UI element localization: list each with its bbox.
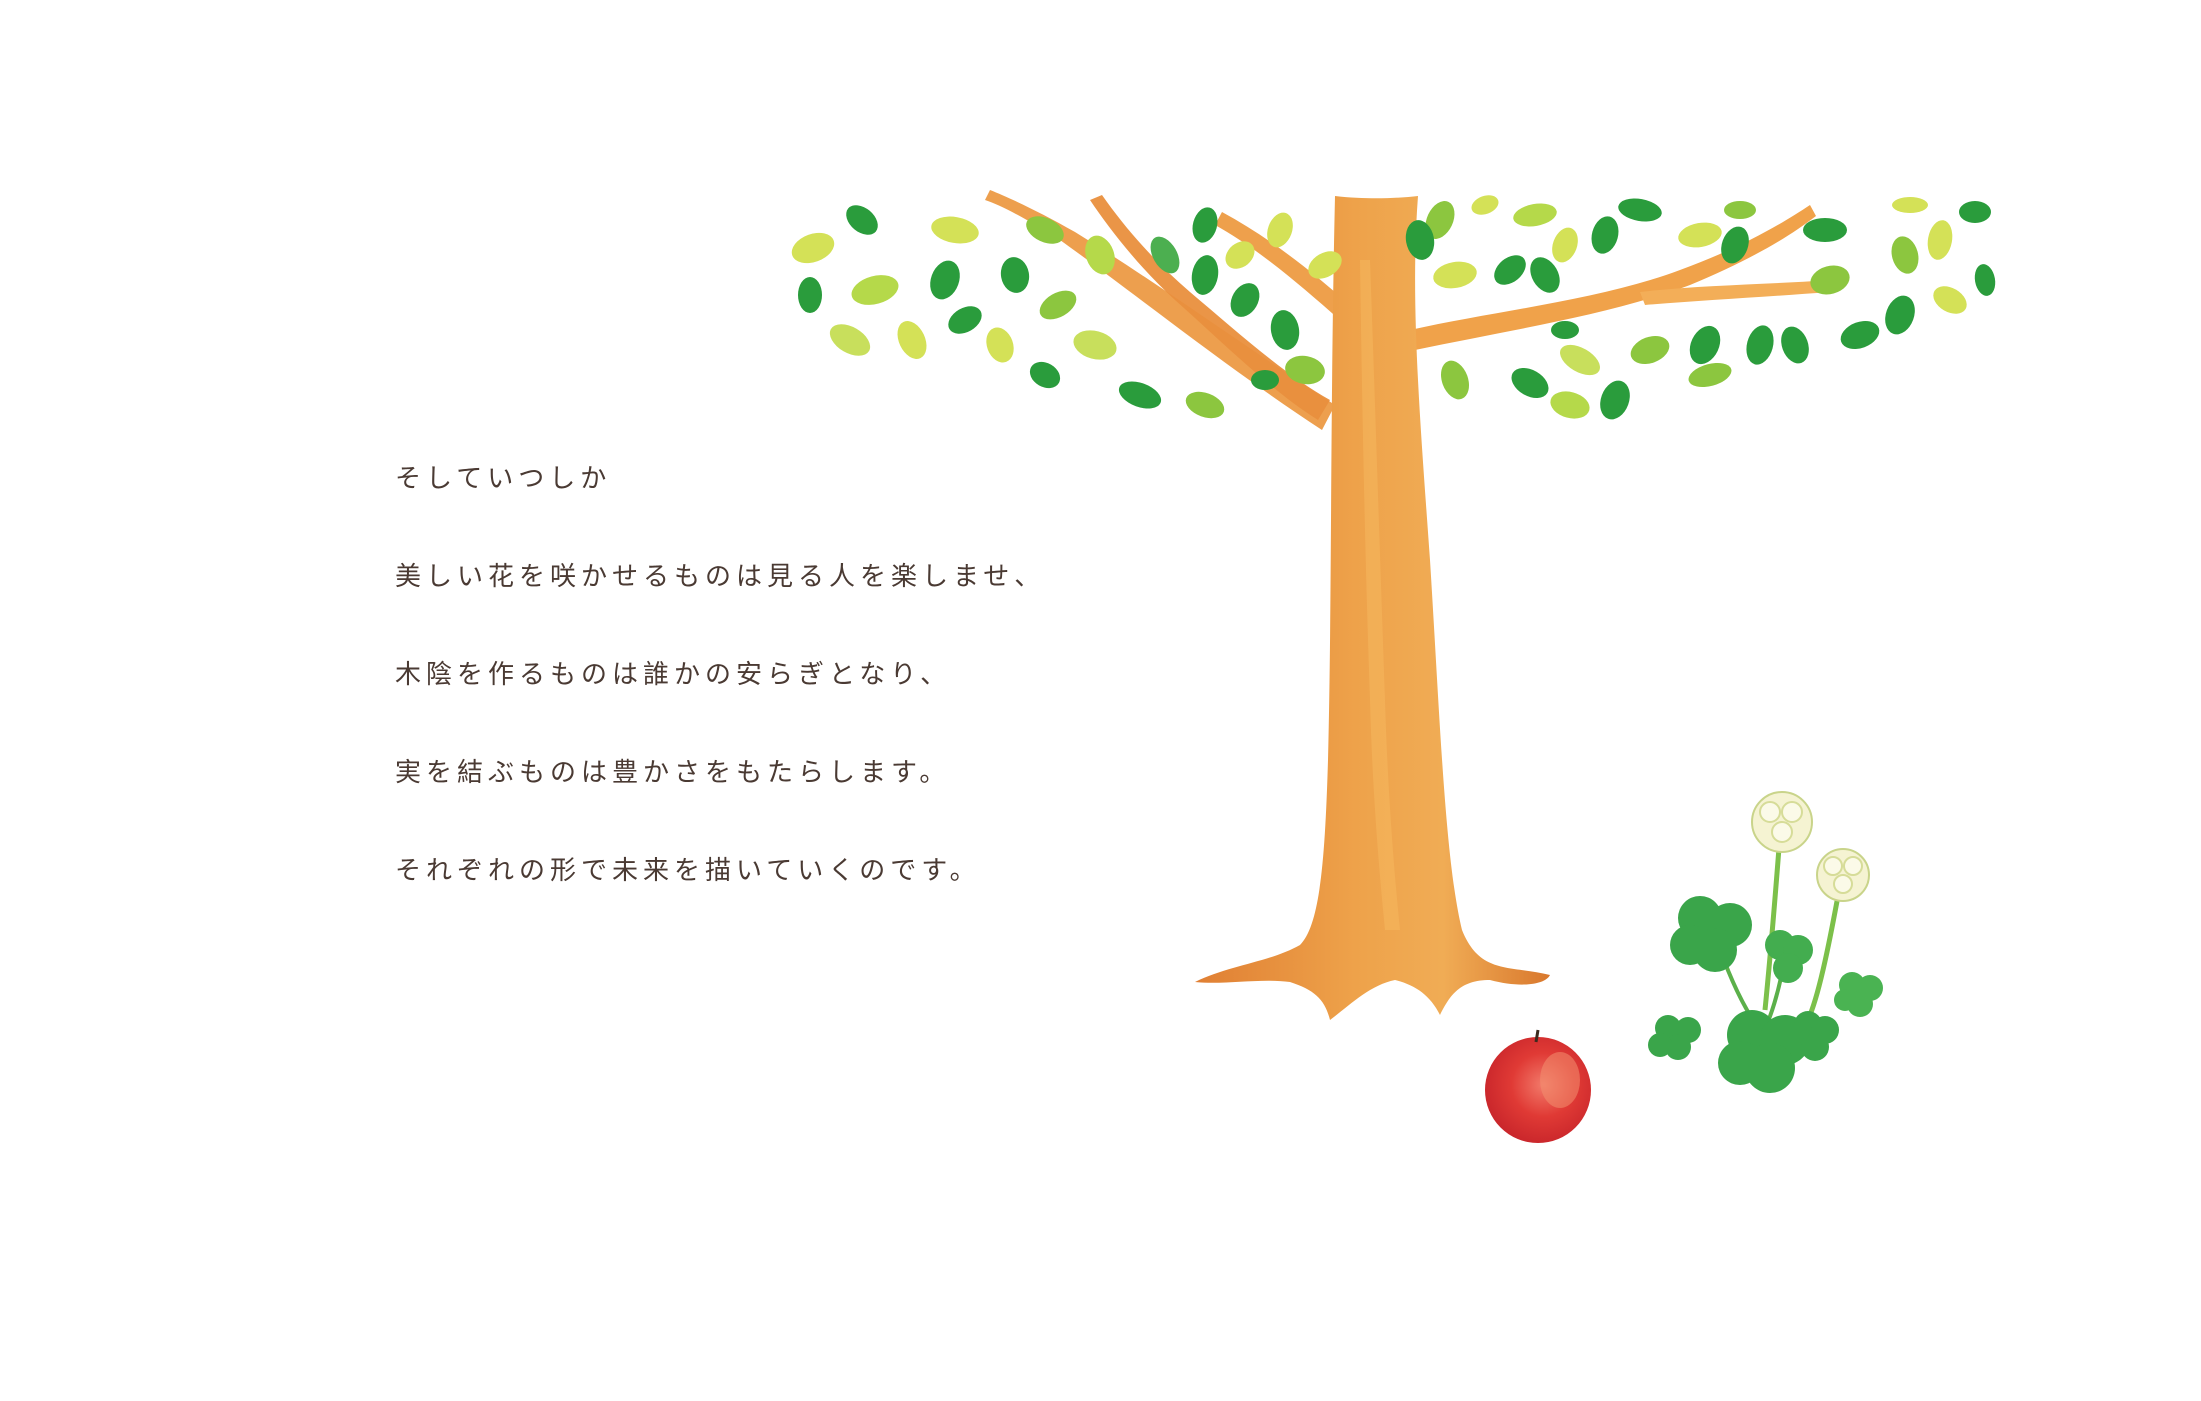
apple-stem	[1534, 1029, 1540, 1043]
leaf	[1746, 325, 1774, 365]
leaf	[1618, 198, 1662, 222]
leaf	[1267, 212, 1293, 248]
leaf	[1433, 261, 1477, 289]
branch-left-top	[1215, 212, 1350, 320]
trunk-shading	[1360, 260, 1400, 930]
clover-plant	[1648, 791, 1883, 1093]
clover-leaf-bottom	[1718, 1010, 1810, 1093]
leaf	[1591, 216, 1619, 254]
leaf	[1192, 207, 1218, 243]
leaf	[1185, 391, 1225, 419]
leaf	[1550, 391, 1590, 419]
leaf	[1885, 295, 1915, 335]
leaf	[1959, 201, 1991, 223]
leaf	[1085, 235, 1115, 275]
leaf	[1511, 367, 1549, 399]
clover-leaf-large	[1670, 896, 1752, 972]
leaf	[1251, 370, 1279, 390]
leaf	[851, 275, 899, 305]
leaf	[1230, 283, 1260, 317]
leaf	[948, 306, 982, 334]
tree-branches	[985, 190, 1830, 430]
leaf	[1471, 195, 1499, 215]
branch-right	[1410, 205, 1816, 350]
leaf	[930, 260, 960, 300]
branch-left-far	[985, 190, 1335, 430]
clover-leaf-mid-right	[1794, 1011, 1839, 1061]
leaf	[1026, 216, 1064, 244]
poem-line-2: 美しい花を咲かせるものは見る人を楽しませ、	[395, 562, 1046, 592]
flower-stem	[1762, 834, 1783, 1011]
leaf	[1551, 321, 1579, 339]
clover-leaf-right	[1834, 972, 1883, 1017]
leaf	[1891, 236, 1919, 274]
leaf	[1440, 360, 1470, 400]
leaf	[897, 321, 927, 359]
leaf	[1405, 220, 1435, 260]
leaf	[1552, 227, 1578, 263]
apple	[1485, 1029, 1591, 1143]
branch-right-sub	[1640, 280, 1830, 305]
poem-line-4: 実を結ぶものは豊かさをもたらします。	[395, 758, 951, 788]
leaf	[829, 324, 871, 356]
leaf	[1688, 362, 1732, 388]
poem-line-1: そしていつしか	[395, 464, 612, 494]
leaf	[1530, 257, 1560, 293]
leaf	[1308, 251, 1342, 279]
leaf	[1073, 330, 1117, 360]
leaf	[1600, 380, 1630, 420]
clover-leaf-medium	[1765, 930, 1813, 983]
leaf	[1630, 335, 1670, 365]
leaf	[1270, 310, 1300, 350]
branch-left-near	[1090, 195, 1330, 420]
leaf	[1927, 220, 1953, 260]
leaf	[1425, 201, 1455, 239]
leaf	[1724, 201, 1756, 219]
leaf	[1560, 344, 1600, 376]
leaf	[798, 277, 822, 313]
leaf	[1678, 222, 1722, 248]
flower-stem	[1807, 884, 1843, 1016]
leaf	[1191, 255, 1219, 295]
leaf	[1781, 326, 1809, 364]
poem-text: そしていつしか 美しい花を咲かせるものは見る人を楽しませ、 木陰を作るものは誰か…	[395, 463, 1155, 953]
clover-flower	[1816, 848, 1870, 902]
leaf	[1029, 361, 1061, 389]
leaf	[1810, 265, 1850, 295]
poem-line-5: それぞれの形で未来を描いていくのです。	[395, 856, 981, 886]
leaf	[1118, 381, 1162, 409]
leaf	[1225, 241, 1255, 269]
leaf	[1150, 236, 1180, 274]
leaf	[1974, 264, 1996, 296]
clover-flower	[1751, 791, 1813, 853]
clover-leaf-small	[1648, 1015, 1701, 1060]
leaves	[791, 195, 1996, 420]
poem-line-3: 木陰を作るものは誰かの安らぎとなり、	[395, 660, 952, 690]
leaf	[931, 216, 979, 244]
leaf	[1494, 255, 1526, 285]
leaf	[1285, 355, 1325, 385]
apple-highlight	[1540, 1052, 1580, 1108]
leaf	[1689, 325, 1721, 365]
leaf	[1039, 290, 1077, 320]
leaf	[1840, 320, 1880, 350]
leaf	[1721, 226, 1749, 264]
leaf	[1000, 257, 1030, 293]
leaf	[1803, 218, 1847, 242]
leaf	[791, 232, 835, 264]
leaf	[846, 205, 878, 235]
leaf	[1892, 197, 1928, 213]
leaf	[1933, 286, 1967, 314]
leaf	[1513, 203, 1557, 227]
leaf	[986, 327, 1014, 363]
